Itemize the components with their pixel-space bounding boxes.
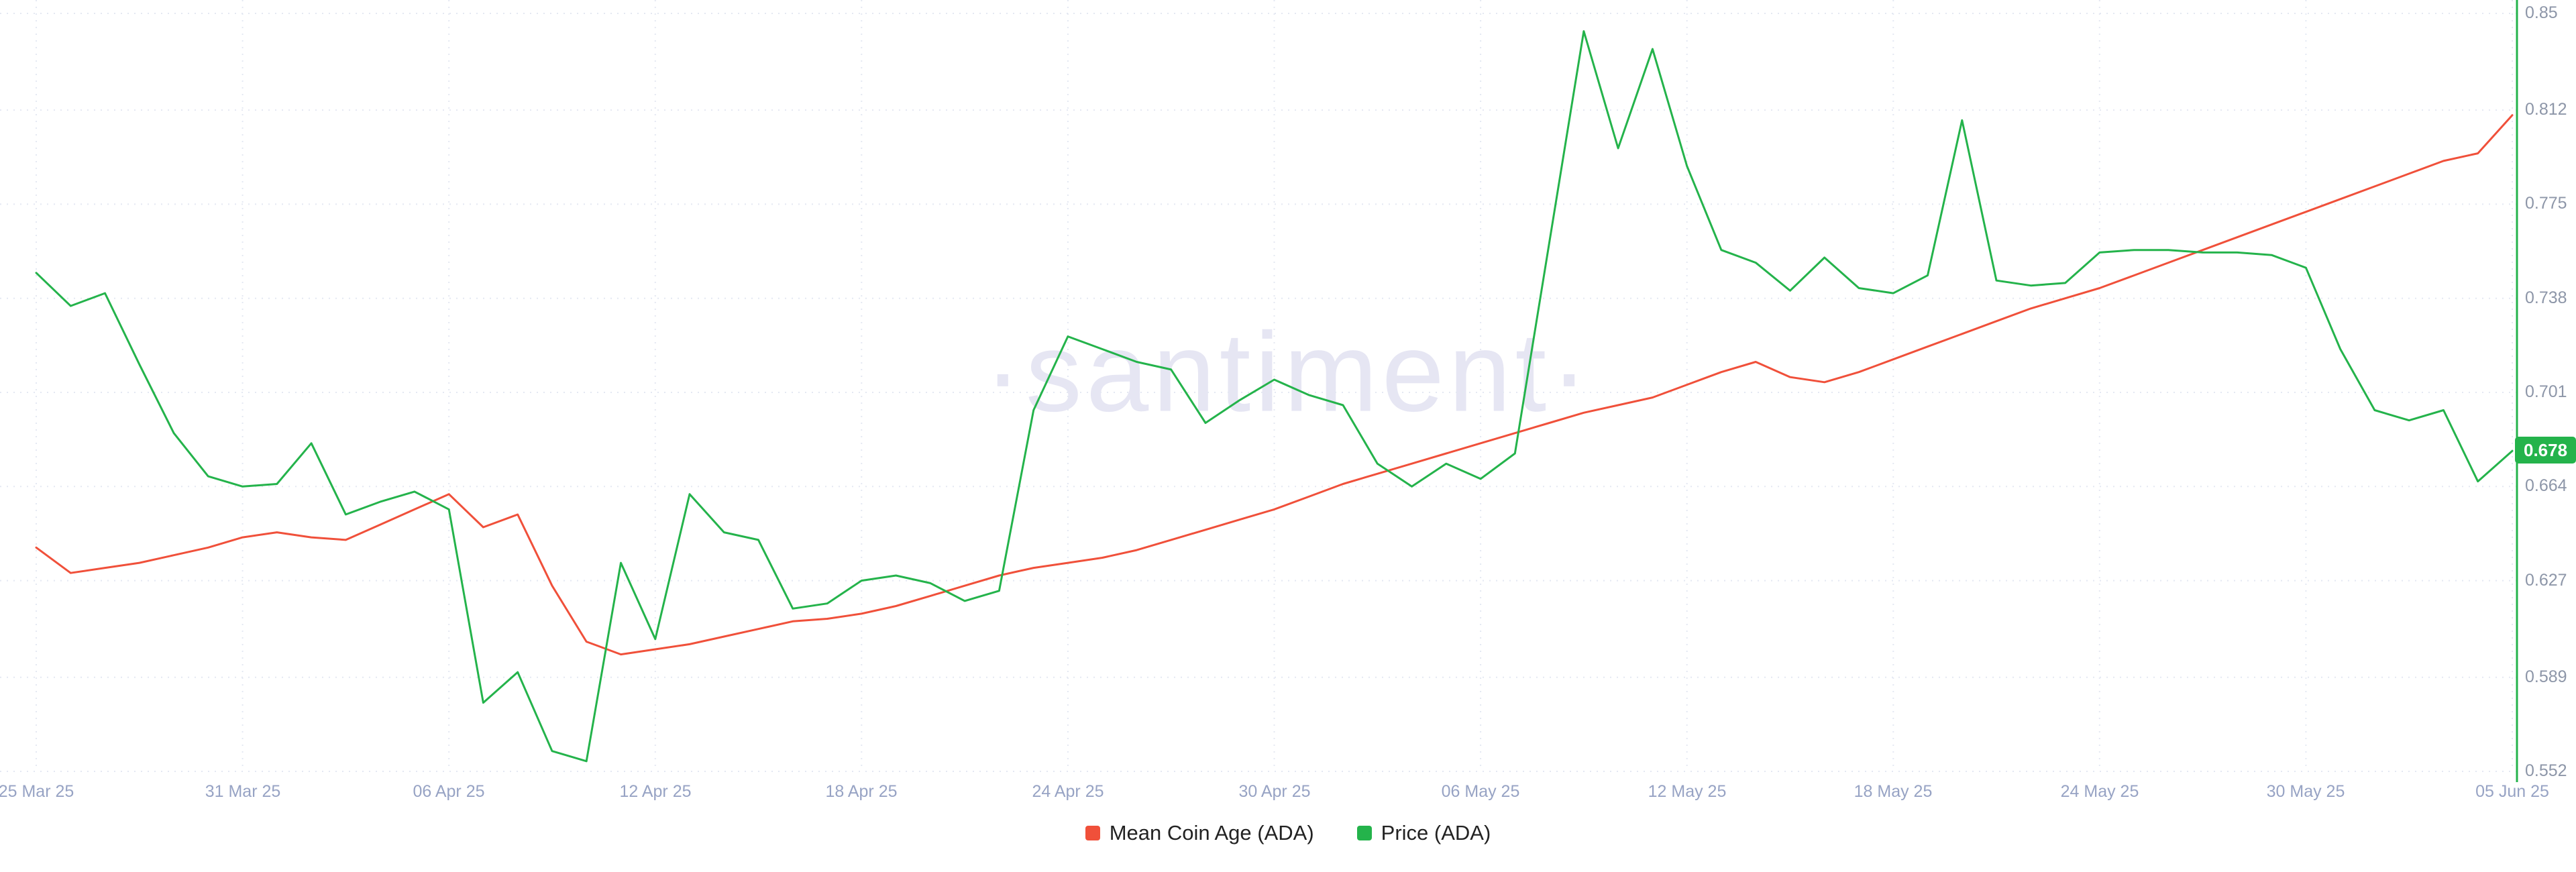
y-tick-label: 0.664 (2525, 476, 2567, 496)
x-tick-label: 30 May 25 (2266, 782, 2345, 801)
y-tick-label: 0.85 (2525, 3, 2558, 22)
x-tick-label: 18 May 25 (1854, 782, 1933, 801)
legend-item-mean-coin-age[interactable]: Mean Coin Age (ADA) (1085, 821, 1314, 845)
gridlines (0, 0, 2517, 772)
x-tick-label: 25 Mar 25 (0, 782, 74, 801)
price-chart-svg[interactable] (0, 0, 2576, 812)
price-badge: 0.678 (2515, 437, 2576, 464)
legend-item-price[interactable]: Price (ADA) (1356, 821, 1491, 845)
y-tick-label: 0.589 (2525, 667, 2567, 686)
series-line-mean-coin-age (35, 114, 2514, 656)
legend: Mean Coin Age (ADA) Price (ADA) (0, 821, 2576, 845)
x-tick-label: 06 May 25 (1441, 782, 1520, 801)
x-tick-label: 24 May 25 (2060, 782, 2139, 801)
x-tick-label: 06 Apr 25 (413, 782, 485, 801)
legend-swatch-red (1085, 826, 1100, 840)
legend-label-price: Price (ADA) (1381, 821, 1491, 844)
y-tick-label: 0.627 (2525, 570, 2567, 590)
x-tick-label: 31 Mar 25 (205, 782, 281, 801)
y-tick-label: 0.738 (2525, 288, 2567, 307)
y-tick-label: 0.812 (2525, 100, 2567, 119)
x-tick-label: 18 Apr 25 (825, 782, 898, 801)
legend-label-mean-coin-age: Mean Coin Age (ADA) (1109, 821, 1314, 844)
x-tick-label: 05 Jun 25 (2475, 782, 2549, 801)
x-tick-label: 30 Apr 25 (1238, 782, 1311, 801)
series-line-price (35, 30, 2514, 763)
x-tick-label: 24 Apr 25 (1032, 782, 1104, 801)
y-tick-label: 0.701 (2525, 382, 2567, 401)
x-tick-label: 12 May 25 (1648, 782, 1727, 801)
x-tick-label: 12 Apr 25 (619, 782, 692, 801)
y-tick-label: 0.552 (2525, 761, 2567, 780)
legend-swatch-green (1356, 826, 1372, 840)
y-tick-label: 0.775 (2525, 194, 2567, 213)
